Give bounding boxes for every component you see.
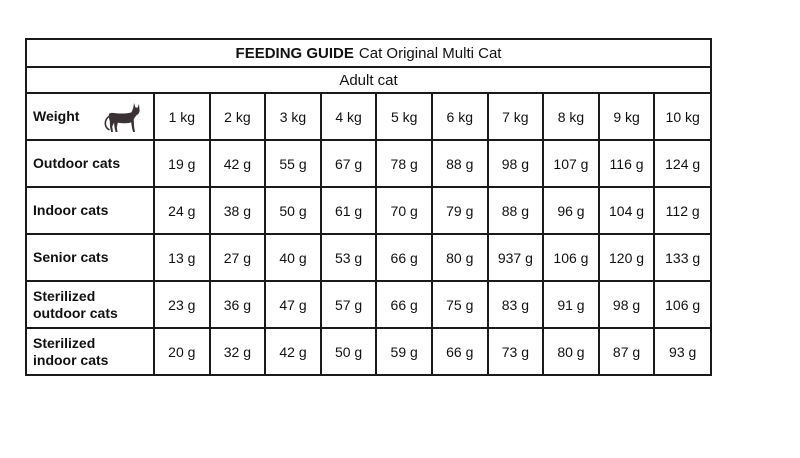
feeding-amount-cell: 38 g bbox=[209, 187, 267, 235]
feeding-amount-cell: 106 g bbox=[654, 281, 710, 329]
feeding-amount-cell: 32 g bbox=[209, 328, 267, 374]
feeding-amount-cell: 88 g bbox=[431, 140, 489, 188]
row-label: Indoor cats bbox=[27, 187, 155, 235]
feeding-amount-cell: 66 g bbox=[376, 281, 433, 329]
row-label: Sterilized indoor cats bbox=[27, 328, 155, 374]
feeding-guide-table: FEEDING GUIDE Cat Original Multi Cat Adu… bbox=[25, 38, 712, 376]
feeding-amount-cell: 47 g bbox=[265, 281, 322, 329]
row-label-line: Outdoor cats bbox=[33, 155, 121, 171]
row-label: Senior cats bbox=[27, 234, 155, 282]
weight-column-header: 2 kg bbox=[209, 94, 267, 141]
title-strong: FEEDING GUIDE bbox=[235, 44, 354, 62]
row-label: Outdoor cats bbox=[27, 140, 155, 188]
feeding-amount-cell: 104 g bbox=[598, 187, 656, 235]
feeding-amount-cell: 133 g bbox=[654, 234, 710, 282]
feeding-amount-cell: 61 g bbox=[320, 187, 378, 235]
feeding-amount-cell: 36 g bbox=[209, 281, 267, 329]
row-label-line: Senior cats bbox=[33, 249, 109, 265]
feeding-amount-cell: 23 g bbox=[154, 281, 211, 329]
weight-column-header: 8 kg bbox=[543, 94, 600, 141]
feeding-amount-cell: 98 g bbox=[598, 281, 656, 329]
table-subtitle: Adult cat bbox=[27, 68, 710, 94]
row-label: Sterilized outdoor cats bbox=[27, 281, 155, 329]
weight-label: Weight bbox=[33, 108, 80, 124]
feeding-amount-cell: 87 g bbox=[598, 328, 656, 374]
row-label-line: Sterilized bbox=[33, 287, 96, 304]
feeding-amount-cell: 59 g bbox=[376, 328, 433, 374]
feeding-amount-cell: 73 g bbox=[487, 328, 545, 374]
feeding-amount-cell: 20 g bbox=[154, 328, 211, 374]
feeding-amount-cell: 42 g bbox=[209, 140, 267, 188]
table-title: FEEDING GUIDE Cat Original Multi Cat bbox=[27, 40, 710, 68]
feeding-amount-cell: 79 g bbox=[431, 187, 489, 235]
weight-column-header: 7 kg bbox=[487, 94, 545, 141]
cat-icon bbox=[104, 103, 140, 132]
title-product: Cat Original Multi Cat bbox=[358, 44, 502, 62]
feeding-amount-cell: 98 g bbox=[487, 140, 545, 188]
weight-column-header: 5 kg bbox=[376, 94, 433, 141]
table-row: Outdoor cats 19 g 42 g 55 g 67 g 78 g 88 g 98 g… bbox=[27, 140, 710, 188]
feeding-amount-cell: 120 g bbox=[598, 234, 656, 282]
row-label-line: Sterilized bbox=[33, 334, 96, 351]
feeding-amount-cell: 112 g bbox=[654, 187, 710, 235]
feeding-amount-cell: 50 g bbox=[265, 187, 322, 235]
table-row: Sterilized outdoor cats 23 g 36 g 47 g 57 g 66… bbox=[27, 281, 710, 329]
weight-column-header: 9 kg bbox=[598, 94, 656, 141]
feeding-amount-cell: 80 g bbox=[543, 328, 600, 374]
table-row: Sterilized indoor cats 20 g 32 g 42 g 50 g 59 … bbox=[27, 328, 710, 374]
feeding-amount-cell: 50 g bbox=[320, 328, 378, 374]
feeding-amount-cell: 88 g bbox=[487, 187, 545, 235]
weight-header-cell: Weight bbox=[27, 94, 155, 141]
feeding-amount-cell: 124 g bbox=[654, 140, 710, 188]
weight-column-header: 4 kg bbox=[320, 94, 378, 141]
feeding-amount-cell: 67 g bbox=[320, 140, 378, 188]
feeding-amount-cell: 66 g bbox=[431, 328, 489, 374]
row-label-line: Indoor cats bbox=[33, 202, 109, 218]
feeding-amount-cell: 57 g bbox=[320, 281, 378, 329]
feeding-amount-cell: 107 g bbox=[543, 140, 600, 188]
weight-column-header: 3 kg bbox=[265, 94, 322, 141]
weight-column-header: 6 kg bbox=[431, 94, 489, 141]
weight-column-header: 10 kg bbox=[654, 94, 710, 141]
feeding-amount-cell: 83 g bbox=[487, 281, 545, 329]
row-label-line: outdoor cats bbox=[33, 304, 118, 321]
feeding-amount-cell: 116 g bbox=[598, 140, 656, 188]
weight-header-row: Weight 1 kg 2 kg 3 kg 4 kg 5 kg 6 kg 7 kg 8 kg 9… bbox=[27, 94, 710, 141]
feeding-amount-cell: 24 g bbox=[154, 187, 211, 235]
feeding-amount-cell: 53 g bbox=[320, 234, 378, 282]
feeding-amount-cell: 66 g bbox=[376, 234, 433, 282]
row-label-line: indoor cats bbox=[33, 351, 109, 368]
feeding-grid: Weight 1 kg 2 kg 3 kg 4 kg 5 kg 6 kg 7 kg 8 kg 9… bbox=[27, 94, 710, 374]
feeding-amount-cell: 70 g bbox=[376, 187, 433, 235]
feeding-amount-cell: 78 g bbox=[376, 140, 433, 188]
feeding-amount-cell: 55 g bbox=[265, 140, 322, 188]
feeding-amount-cell: 13 g bbox=[154, 234, 211, 282]
feeding-amount-cell: 75 g bbox=[431, 281, 489, 329]
feeding-amount-cell: 40 g bbox=[265, 234, 322, 282]
feeding-amount-cell: 42 g bbox=[265, 328, 322, 374]
feeding-amount-cell: 93 g bbox=[669, 343, 697, 360]
feeding-amount-cell: 80 g bbox=[431, 234, 489, 282]
table-row: Senior cats 13 g 27 g 40 g 53 g 66 g 80 g 937 g… bbox=[27, 234, 710, 282]
feeding-amount-cell: 19 g bbox=[154, 140, 211, 188]
feeding-amount-cell: 27 g bbox=[209, 234, 267, 282]
feeding-amount-cell: 106 g bbox=[543, 234, 600, 282]
feeding-amount-cell: 937 g bbox=[487, 234, 545, 282]
weight-column-header: 1 kg bbox=[154, 94, 211, 141]
feeding-amount-cell: 96 g bbox=[543, 187, 600, 235]
feeding-amount-cell: 91 g bbox=[543, 281, 600, 329]
